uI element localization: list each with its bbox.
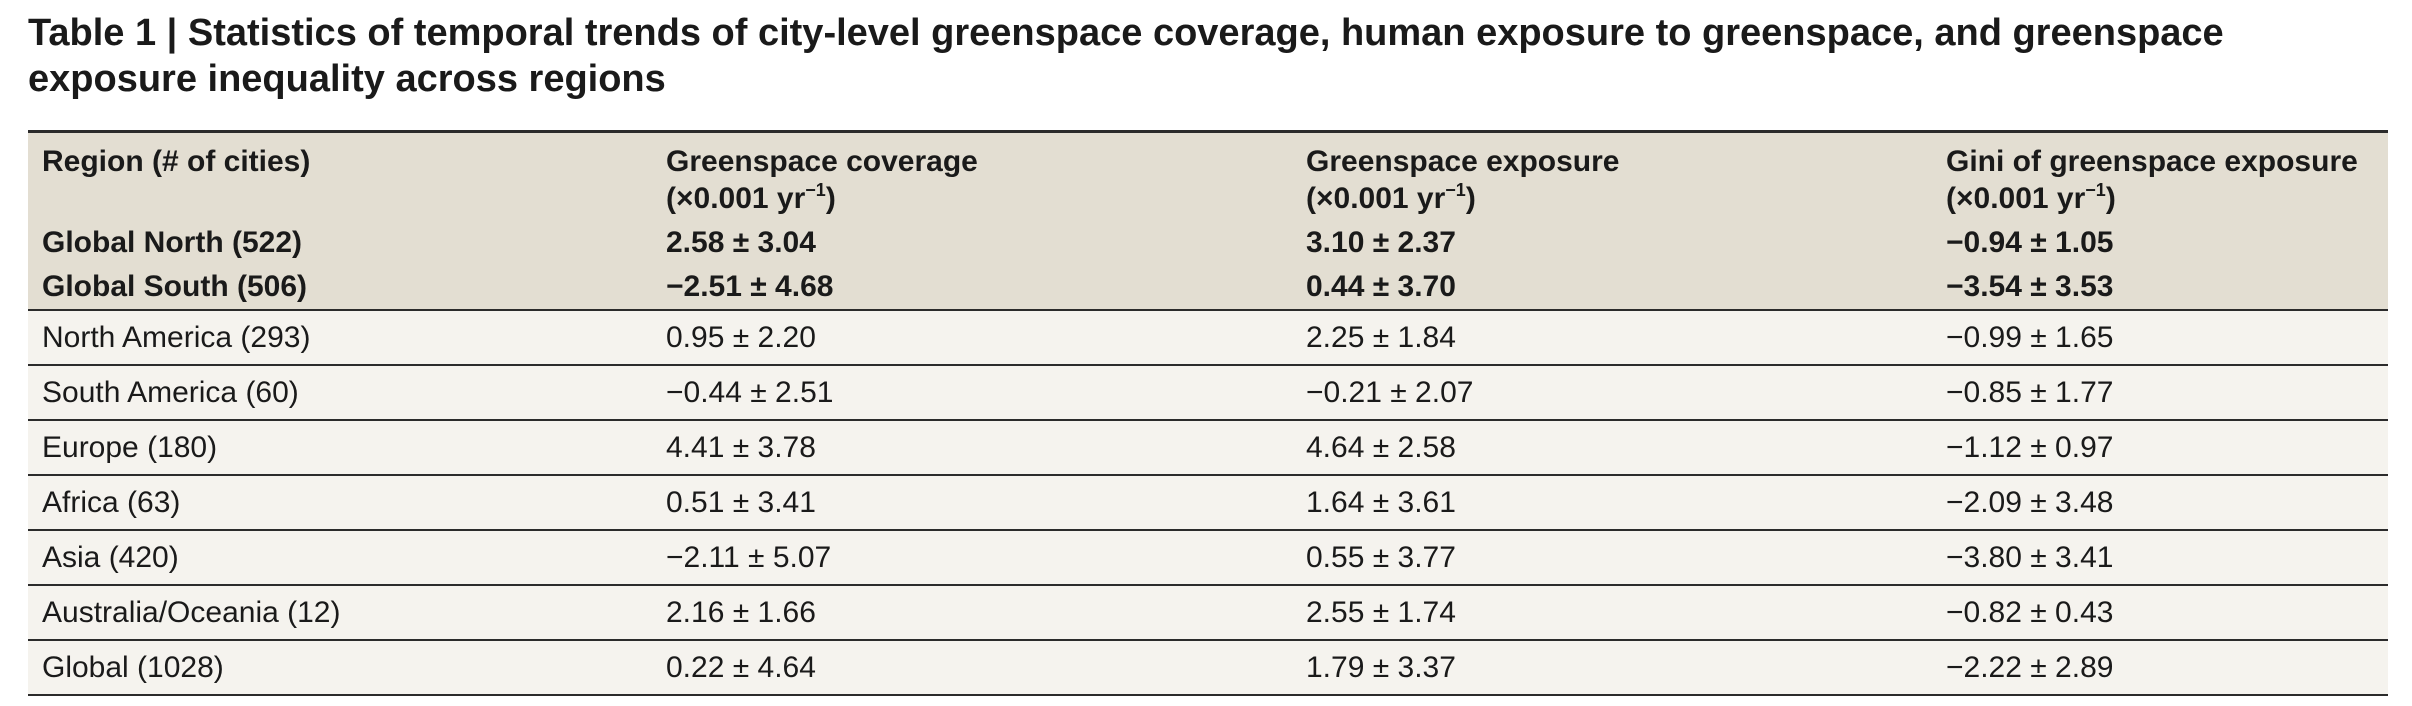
unit-suffix: ) (1465, 182, 1476, 215)
column-header-gini: Gini of greenspace exposure (×0.001 yr−1… (1932, 130, 2388, 221)
cell-exposure: −0.21 ± 2.07 (1292, 364, 1932, 420)
column-label: Greenspace exposure (1306, 145, 1620, 178)
cell-coverage: 2.58 ± 3.04 (652, 221, 1292, 265)
summary-rows: Global North (522) 2.58 ± 3.04 3.10 ± 2.… (28, 221, 2388, 310)
column-unit: (×0.001 yr−1) (1946, 180, 2374, 217)
cell-exposure: 1.79 ± 3.37 (1292, 639, 1932, 696)
table-row-global-south: Global South (506) −2.51 ± 4.68 0.44 ± 3… (28, 265, 2388, 310)
column-header-exposure: Greenspace exposure (×0.001 yr−1) (1292, 130, 1932, 221)
cell-region: Europe (180) (28, 419, 652, 475)
cell-exposure: 2.55 ± 1.74 (1292, 584, 1932, 640)
cell-exposure: 0.55 ± 3.77 (1292, 529, 1932, 585)
cell-gini: −2.09 ± 3.48 (1932, 474, 2388, 530)
table-title: Table 1 | Statistics of temporal trends … (28, 12, 2224, 100)
cell-coverage: −0.44 ± 2.51 (652, 364, 1292, 420)
cell-gini: −3.54 ± 3.53 (1932, 265, 2388, 310)
cell-gini: −0.99 ± 1.65 (1932, 309, 2388, 365)
cell-gini: −0.94 ± 1.05 (1932, 221, 2388, 265)
cell-region: Asia (420) (28, 529, 652, 585)
table-row: Australia/Oceania (12) 2.16 ± 1.66 2.55 … (28, 584, 2388, 640)
cell-exposure: 4.64 ± 2.58 (1292, 419, 1932, 475)
table-row: North America (293) 0.95 ± 2.20 2.25 ± 1… (28, 309, 2388, 365)
statistics-table: Region (# of cities) Greenspace coverage… (28, 130, 2388, 696)
unit-suffix: ) (2105, 182, 2116, 215)
table-row: Global (1028) 0.22 ± 4.64 1.79 ± 3.37 −2… (28, 639, 2388, 696)
table-row: Asia (420) −2.11 ± 5.07 0.55 ± 3.77 −3.8… (28, 529, 2388, 585)
cell-coverage: 0.22 ± 4.64 (652, 639, 1292, 696)
cell-exposure: 1.64 ± 3.61 (1292, 474, 1932, 530)
column-header-coverage: Greenspace coverage (×0.001 yr−1) (652, 130, 1292, 221)
column-label: Greenspace coverage (666, 145, 978, 178)
table-row-global-north: Global North (522) 2.58 ± 3.04 3.10 ± 2.… (28, 221, 2388, 265)
cell-gini: −3.80 ± 3.41 (1932, 529, 2388, 585)
cell-exposure: 0.44 ± 3.70 (1292, 265, 1932, 310)
cell-coverage: 0.51 ± 3.41 (652, 474, 1292, 530)
cell-gini: −0.82 ± 0.43 (1932, 584, 2388, 640)
region-rows: North America (293) 0.95 ± 2.20 2.25 ± 1… (28, 309, 2388, 696)
cell-region: Australia/Oceania (12) (28, 584, 652, 640)
cell-exposure: 2.25 ± 1.84 (1292, 309, 1932, 365)
cell-coverage: −2.51 ± 4.68 (652, 265, 1292, 310)
column-label: Region (# of cities) (42, 145, 311, 178)
cell-region: South America (60) (28, 364, 652, 420)
cell-gini: −0.85 ± 1.77 (1932, 364, 2388, 420)
cell-coverage: 4.41 ± 3.78 (652, 419, 1292, 475)
table-header-row: Region (# of cities) Greenspace coverage… (28, 130, 2388, 221)
column-label: Gini of greenspace exposure (1946, 145, 2358, 178)
cell-coverage: 2.16 ± 1.66 (652, 584, 1292, 640)
column-unit: (×0.001 yr−1) (1306, 180, 1918, 217)
unit-prefix: (×0.001 yr (1946, 182, 2086, 215)
unit-exponent: −1 (2085, 180, 2106, 200)
cell-gini: −2.22 ± 2.89 (1932, 639, 2388, 696)
cell-region: Africa (63) (28, 474, 652, 530)
cell-exposure: 3.10 ± 2.37 (1292, 221, 1932, 265)
table-row: South America (60) −0.44 ± 2.51 −0.21 ± … (28, 364, 2388, 420)
cell-gini: −1.12 ± 0.97 (1932, 419, 2388, 475)
table-row: Africa (63) 0.51 ± 3.41 1.64 ± 3.61 −2.0… (28, 474, 2388, 530)
unit-exponent: −1 (805, 180, 826, 200)
table-row: Europe (180) 4.41 ± 3.78 4.64 ± 2.58 −1.… (28, 419, 2388, 475)
unit-exponent: −1 (1445, 180, 1466, 200)
unit-suffix: ) (825, 182, 836, 215)
cell-region: Global (1028) (28, 639, 652, 696)
unit-prefix: (×0.001 yr (1306, 182, 1446, 215)
column-header-region: Region (# of cities) (28, 130, 652, 221)
unit-prefix: (×0.001 yr (666, 182, 806, 215)
cell-region: Global North (522) (28, 221, 652, 265)
cell-coverage: 0.95 ± 2.20 (652, 309, 1292, 365)
cell-region: North America (293) (28, 309, 652, 365)
cell-region: Global South (506) (28, 265, 652, 310)
column-unit: (×0.001 yr−1) (666, 180, 1278, 217)
cell-coverage: −2.11 ± 5.07 (652, 529, 1292, 585)
